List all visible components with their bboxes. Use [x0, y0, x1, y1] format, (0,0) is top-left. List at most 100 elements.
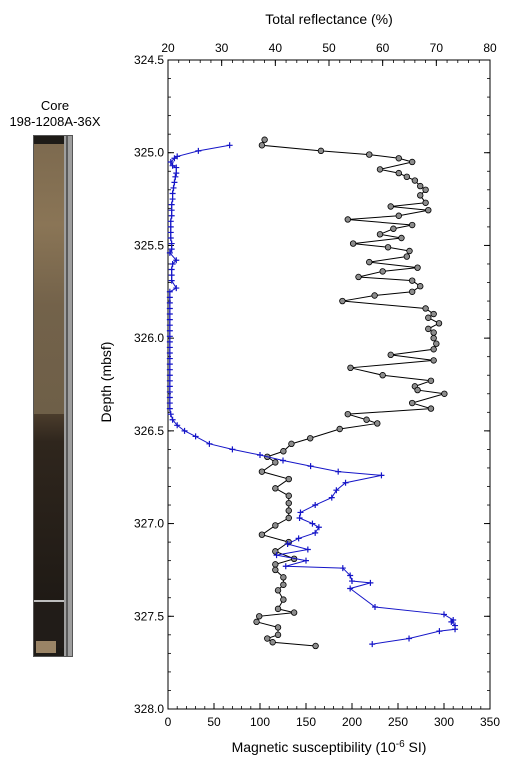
susceptibility-point	[166, 383, 173, 390]
susceptibility-point	[166, 344, 173, 351]
reflectance-point	[408, 221, 416, 229]
reflectance-point	[387, 203, 394, 210]
reflectance-point	[417, 192, 424, 199]
reflectance-point	[280, 596, 287, 603]
susceptibility-point	[339, 565, 346, 572]
bottom-tick-label: 200	[342, 715, 362, 729]
bottom-tick-label: 50	[207, 715, 221, 729]
reflectance-point	[274, 605, 282, 613]
core-label: Core 198-1208A-36X	[0, 98, 110, 130]
reflectance-point	[376, 231, 384, 238]
reflectance-point	[280, 448, 287, 455]
susceptibility-point	[372, 604, 378, 611]
reflectance-line	[255, 139, 445, 647]
y-tick-label: 326.5	[134, 424, 164, 438]
susceptibility-point	[168, 240, 175, 247]
susceptibility-point	[349, 578, 355, 585]
reflectance-point	[422, 186, 429, 193]
susceptibility-point	[328, 494, 335, 501]
susceptibility-point	[282, 563, 289, 570]
reflectance-point	[272, 485, 279, 492]
reflectance-point	[395, 212, 402, 219]
reflectance-point	[336, 425, 343, 433]
reflectance-point	[395, 169, 402, 177]
susceptibility-point	[168, 272, 175, 279]
susceptibility-point	[297, 509, 304, 516]
reflectance-point	[312, 642, 319, 650]
reflectance-point	[253, 618, 260, 626]
y-axis-title: Depth (mbsf)	[98, 342, 114, 423]
top-tick-label: 30	[215, 41, 229, 55]
susceptibility-point	[174, 422, 181, 429]
core-label-line1: Core	[40, 98, 70, 113]
reflectance-point	[422, 305, 429, 312]
reflectance-point	[366, 258, 373, 266]
reflectance-point	[285, 475, 292, 483]
reflectance-point	[430, 334, 437, 342]
susceptibility-point	[335, 468, 342, 475]
reflectance-point	[258, 531, 266, 538]
susceptibility-point	[167, 218, 174, 225]
susceptibility-point	[312, 502, 319, 509]
reflectance-point	[427, 405, 435, 412]
reflectance-point	[414, 386, 421, 394]
susceptibility-point	[171, 155, 178, 162]
reflectance-point	[435, 320, 443, 327]
reflectance-point	[414, 264, 421, 271]
susceptibility-point	[166, 377, 173, 384]
reflectance-point	[274, 624, 282, 631]
y-tick-label: 327.5	[134, 609, 164, 623]
reflectance-point	[288, 440, 295, 448]
susceptibility-point	[342, 479, 349, 486]
susceptibility-point	[166, 349, 173, 356]
susceptibility-point	[296, 515, 303, 522]
bottom-axis-title: Magnetic susceptibility (10-6 SI)	[232, 739, 427, 755]
susceptibility-point	[167, 223, 174, 230]
reflectance-point	[371, 292, 378, 299]
susceptibility-point	[167, 235, 174, 242]
reflectance-point	[355, 273, 362, 281]
bottom-tick-label: 300	[434, 715, 454, 729]
susceptibility-point	[166, 311, 173, 318]
bottom-tick-label: 150	[296, 715, 316, 729]
susceptibility-point	[166, 316, 173, 323]
susceptibility-point	[347, 572, 354, 579]
reflectance-point	[425, 206, 432, 214]
susceptibility-point	[448, 618, 455, 625]
reflectance-point	[430, 329, 437, 336]
susceptibility-point	[181, 427, 188, 434]
susceptibility-point	[347, 585, 354, 592]
reflectance-point	[408, 277, 416, 284]
susceptibility-point	[367, 579, 374, 586]
reflectance-point	[403, 173, 411, 181]
reflectance-point	[307, 435, 314, 442]
susceptibility-point	[169, 162, 176, 169]
susceptibility-point	[166, 333, 173, 340]
reflectance-point	[422, 199, 429, 206]
reflectance-point	[398, 234, 405, 242]
reflectance-point	[430, 357, 437, 364]
core-photo	[33, 135, 73, 657]
bottom-tick-label: 100	[250, 715, 270, 729]
reflectance-point	[408, 288, 416, 295]
reflectance-point	[269, 639, 276, 646]
susceptibility-point	[309, 520, 316, 527]
reflectance-point	[272, 548, 279, 555]
susceptibility-point	[312, 529, 319, 536]
reflectance-point	[376, 166, 384, 173]
reflectance-point	[317, 147, 325, 155]
susceptibility-point	[172, 173, 179, 180]
susceptibility-point	[333, 487, 340, 494]
susceptibility-point	[168, 207, 175, 214]
bottom-tick-label: 0	[165, 715, 172, 729]
reflectance-point	[285, 507, 292, 514]
reflectance-point	[379, 372, 386, 379]
susceptibility-point	[226, 142, 233, 149]
susceptibility-point	[436, 628, 443, 635]
reflectance-point	[347, 364, 354, 372]
top-axis-title: Total reflectance (%)	[265, 11, 393, 27]
reflectance-point	[285, 499, 292, 507]
reflectance-point	[430, 310, 437, 318]
core-label-line2: 198-1208A-36X	[9, 114, 101, 129]
